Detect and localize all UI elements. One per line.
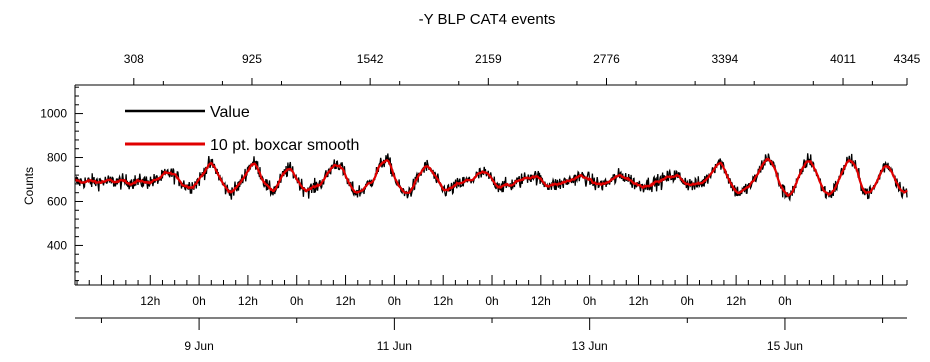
legend-label-smooth: 10 pt. boxcar smooth — [210, 137, 359, 154]
hour-tick-label: 12h — [238, 294, 258, 308]
legend: Value 10 pt. boxcar smooth — [125, 104, 359, 154]
legend-label-value: Value — [210, 104, 250, 121]
y-tick-label: 400 — [47, 238, 67, 252]
top-tick-label: 3394 — [712, 52, 739, 66]
top-tick-label: 308 — [124, 52, 144, 66]
y-axis-label: Counts — [22, 167, 36, 205]
axes: 400 600 800 1000 308 925 1542 2159 2776 3394 4011 4… — [40, 52, 920, 353]
date-tick-label: 13 Jun — [572, 339, 608, 353]
date-tick-label: 11 Jun — [377, 339, 412, 353]
hour-tick-label: 12h — [726, 294, 746, 308]
hour-tick-label: 0h — [583, 294, 596, 308]
hour-tick-label: 0h — [388, 294, 401, 308]
hour-tick-label: 0h — [681, 294, 694, 308]
plot-series — [74, 153, 908, 202]
top-tick-label: 925 — [242, 52, 262, 66]
top-tick-label: 4345 — [894, 52, 921, 66]
top-tick-label: 2776 — [593, 52, 620, 66]
date-tick-label: 15 Jun — [767, 339, 803, 353]
top-tick-label: 4011 — [830, 52, 856, 66]
hour-tick-label: 12h — [336, 294, 356, 308]
series-line-smooth — [74, 157, 908, 198]
hour-tick-label: 0h — [290, 294, 303, 308]
hour-tick-label: 12h — [433, 294, 453, 308]
chart-title: -Y BLP CAT4 events — [419, 11, 556, 28]
hour-tick-label: 12h — [531, 294, 551, 308]
y-tick-label: 800 — [47, 151, 67, 165]
top-tick-label: 1542 — [357, 52, 384, 66]
hour-tick-label: 0h — [192, 294, 205, 308]
hour-tick-label: 12h — [628, 294, 648, 308]
y-tick-label: 1000 — [40, 107, 67, 121]
hour-tick-label: 0h — [778, 294, 791, 308]
top-tick-label: 2159 — [475, 52, 502, 66]
y-tick-label: 600 — [47, 194, 67, 208]
hour-tick-label: 0h — [485, 294, 498, 308]
hour-tick-label: 12h — [140, 294, 160, 308]
date-tick-label: 9 Jun — [184, 339, 213, 353]
